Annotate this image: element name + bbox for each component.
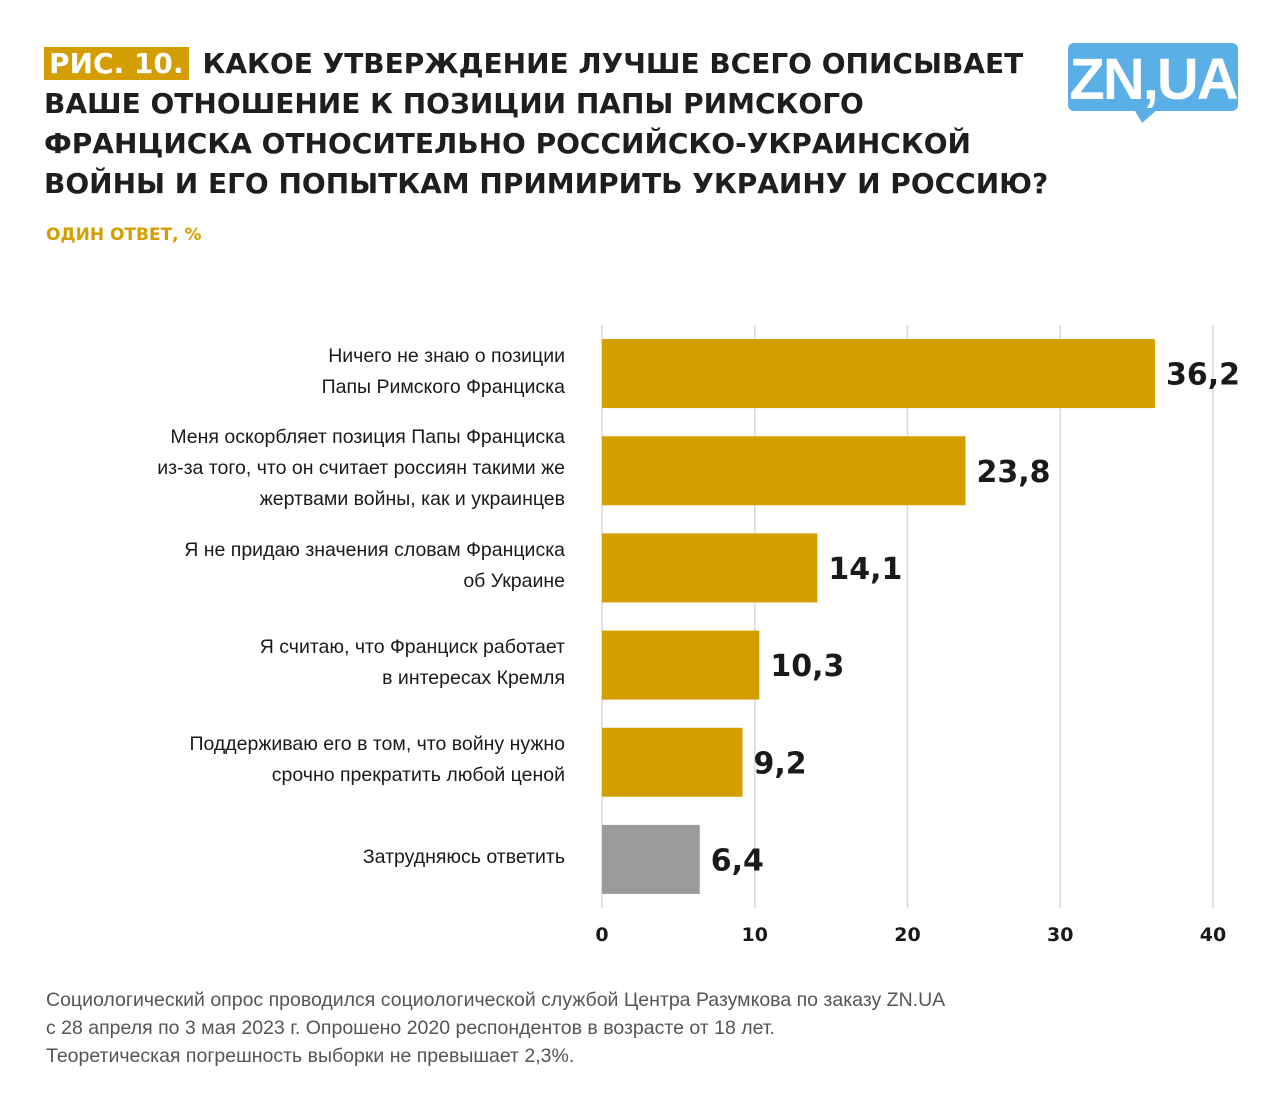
page-title: РИС. 10. КАКОЕ УТВЕРЖДЕНИЕ ЛУЧШЕ ВСЕГО ОП…: [44, 44, 1234, 204]
category-label: Меня оскорбляет позиция Папы Франциска из…: [157, 422, 565, 515]
category-label-line: срочно прекратить любой ценой: [271, 764, 565, 787]
x-tick-label: 10: [742, 924, 768, 946]
data-label: 10,3: [770, 649, 844, 684]
category-label-line: Затрудняюсь ответить: [362, 845, 565, 868]
category-label-line: Меня оскорбляет позиция Папы Франциска: [170, 426, 565, 449]
category-label: Я считаю, что Франциск работает в интерес…: [260, 632, 565, 694]
x-tick-label: 20: [894, 924, 920, 946]
category-label-line: жертвами войны, как и украинцев: [259, 488, 565, 511]
category-label: Ничего не знаю о позиции Папы Римского Фр…: [322, 341, 565, 403]
footer-note: Социологический опрос проводился социоло…: [46, 986, 945, 1070]
data-label: 6,4: [711, 843, 764, 878]
bar: [602, 727, 743, 797]
header: РИС. 10. КАКОЕ УТВЕРЖДЕНИЕ ЛУЧШЕ ВСЕГО ОП…: [44, 44, 1234, 246]
chart-subtitle: ОДИН ОТВЕТ, %: [46, 225, 202, 245]
footer-line: Социологический опрос проводился социоло…: [46, 989, 946, 1011]
bar-chart: 0 10 20 30 40 36,2 23,8 14,1 10,3 9,2 6,4: [595, 325, 1240, 946]
category-label-line: Я не придаю значения словам Франциска: [184, 538, 565, 561]
data-label: 23,8: [977, 455, 1051, 490]
data-label: 36,2: [1166, 358, 1240, 393]
figure-badge: РИС. 10.: [44, 47, 189, 80]
x-tick-label: 0: [595, 924, 608, 946]
category-label: Затрудняюсь ответить: [363, 842, 565, 873]
category-label-line: Я считаю, что Франциск работает: [259, 636, 565, 659]
category-label-line: из-за того, что он считает россиян таким…: [157, 457, 565, 480]
svg-text:ZN,UA: ZN,UA: [1069, 47, 1237, 112]
bar: [602, 339, 1155, 409]
footer-line: с 28 апреля по 3 мая 2023 г. Опрошено 20…: [46, 1017, 775, 1039]
bar: [602, 824, 700, 894]
x-tick-label: 40: [1200, 924, 1226, 946]
title-text: КАКОЕ УТВЕРЖДЕНИЕ ЛУЧШЕ ВСЕГО ОПИСЫВАЕТ …: [44, 47, 1049, 200]
category-label: Поддерживаю его в том, что войну нужно ср…: [189, 729, 565, 791]
data-label: 14,1: [828, 552, 902, 587]
footer-line: Теоретическая погрешность выборки не пре…: [46, 1045, 575, 1067]
bar: [602, 630, 760, 700]
category-label-line: Ничего не знаю о позиции: [328, 344, 565, 367]
bar: [602, 436, 966, 506]
x-tick-label: 30: [1047, 924, 1073, 946]
category-label-line: Папы Римского Франциска: [321, 375, 565, 398]
category-label-line: об Украине: [463, 569, 565, 592]
data-label: 9,2: [754, 746, 807, 781]
zn-ua-logo: ZN,UA: [1068, 43, 1240, 123]
category-label-line: в интересах Кремля: [382, 667, 565, 690]
category-label-line: Поддерживаю его в том, что войну нужно: [189, 733, 565, 756]
category-label: Я не придаю значения словам Франциска об …: [184, 535, 565, 597]
bar: [602, 533, 818, 603]
